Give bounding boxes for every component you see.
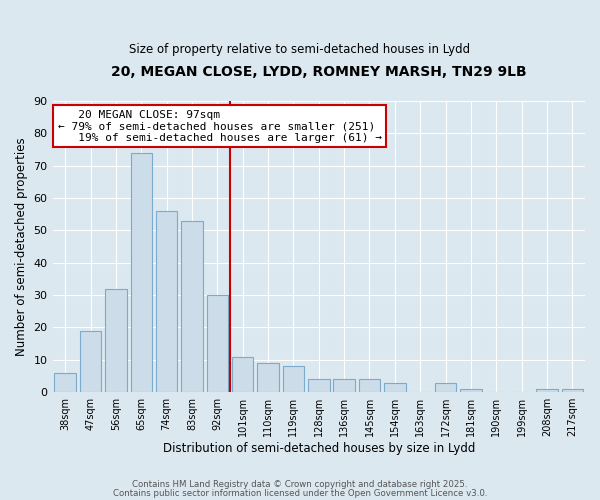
- Bar: [156, 211, 178, 392]
- Bar: [562, 389, 583, 392]
- Bar: [181, 220, 203, 392]
- Bar: [105, 288, 127, 392]
- Bar: [232, 356, 253, 392]
- Text: Size of property relative to semi-detached houses in Lydd: Size of property relative to semi-detach…: [130, 42, 470, 56]
- Y-axis label: Number of semi-detached properties: Number of semi-detached properties: [15, 138, 28, 356]
- Text: Contains HM Land Registry data © Crown copyright and database right 2025.: Contains HM Land Registry data © Crown c…: [132, 480, 468, 489]
- Bar: [257, 363, 279, 392]
- Bar: [334, 380, 355, 392]
- Bar: [435, 382, 457, 392]
- X-axis label: Distribution of semi-detached houses by size in Lydd: Distribution of semi-detached houses by …: [163, 442, 475, 455]
- Bar: [460, 389, 482, 392]
- Bar: [359, 380, 380, 392]
- Text: Contains public sector information licensed under the Open Government Licence v3: Contains public sector information licen…: [113, 489, 487, 498]
- Bar: [283, 366, 304, 392]
- Text: 20 MEGAN CLOSE: 97sqm
← 79% of semi-detached houses are smaller (251)
   19% of : 20 MEGAN CLOSE: 97sqm ← 79% of semi-deta…: [58, 110, 382, 143]
- Bar: [536, 389, 558, 392]
- Bar: [80, 330, 101, 392]
- Bar: [384, 382, 406, 392]
- Bar: [131, 153, 152, 392]
- Bar: [308, 380, 329, 392]
- Title: 20, MEGAN CLOSE, LYDD, ROMNEY MARSH, TN29 9LB: 20, MEGAN CLOSE, LYDD, ROMNEY MARSH, TN2…: [111, 65, 527, 79]
- Bar: [55, 373, 76, 392]
- Bar: [206, 295, 228, 392]
